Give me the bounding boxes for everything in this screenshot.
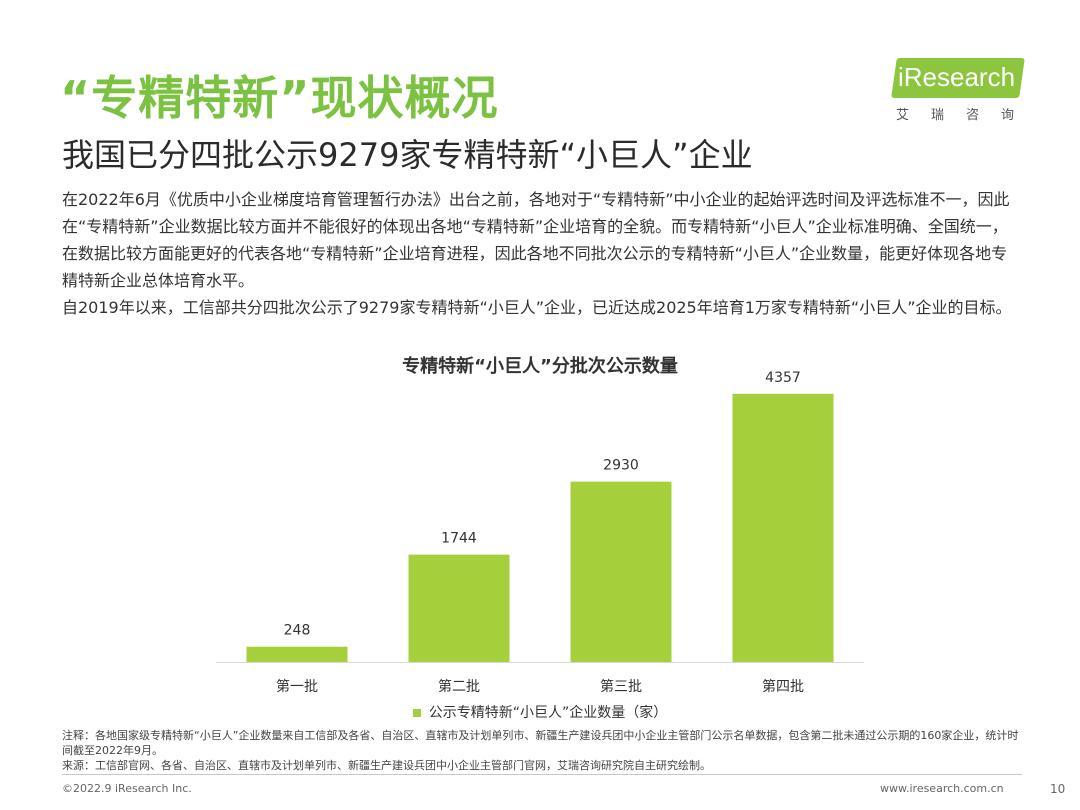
footer-website: www.iresearch.com.cn — [880, 782, 1004, 795]
data-label-2: 1744 — [441, 531, 477, 547]
bar-3 — [570, 481, 672, 662]
x-tick-label-1: 第一批 — [276, 678, 318, 695]
data-label-1: 248 — [284, 623, 311, 639]
bar-1 — [246, 646, 348, 662]
footer-divider — [62, 774, 1022, 775]
logo-text: iResearch — [898, 62, 1016, 92]
iresearch-logo: iResearch 艾瑞咨询 — [891, 58, 1025, 123]
logo-chinese-text: 艾瑞咨询 — [896, 108, 1037, 123]
legend-swatch — [412, 709, 421, 717]
source-text: 来源：工信部官网、各省、自治区、直辖市及计划单列市、新疆生产建设兵团中小企业主管… — [62, 759, 711, 772]
notes: 注释：各地国家级专精特新“小巨人”企业数量来自工信部及各省、自治区、直辖市及计划… — [62, 728, 1022, 773]
x-tick-label-2: 第二批 — [438, 678, 480, 695]
body-paragraph-1: 在2022年6月《优质中小企业梯度培育管理暂行办法》出台之前，各地对于“专精特新… — [62, 190, 1010, 290]
page-number: 10 — [1050, 782, 1066, 796]
page-subtitle: 我国已分四批公示9279家专精特新“小巨人”企业 — [62, 136, 753, 174]
chart-title: 专精特新“小巨人”分批次公示数量 — [402, 356, 678, 377]
data-label-3: 2930 — [603, 458, 639, 474]
bar-4 — [732, 393, 834, 662]
legend-label: 公示专精特新“小巨人”企业数量（家） — [428, 705, 668, 721]
page-title: “专精特新”现状概况 — [60, 71, 499, 125]
body-paragraph-2: 自2019年以来，工信部共分四批次公示了9279家专精特新“小巨人”企业，已近达… — [62, 298, 1012, 317]
chart-legend: 公示专精特新“小巨人”企业数量（家） — [0, 702, 1080, 722]
x-tick-label-4: 第四批 — [762, 678, 804, 695]
body-text: 在2022年6月《优质中小企业梯度培育管理暂行办法》出台之前，各地对于“专精特新… — [62, 186, 1022, 321]
data-label-4: 4357 — [765, 370, 801, 386]
x-tick-label-3: 第三批 — [600, 678, 642, 695]
footer-copyright: ©2022.9 iResearch Inc. — [62, 782, 192, 795]
bar-2 — [408, 554, 510, 662]
note-text: 注释：各地国家级专精特新“小巨人”企业数量来自工信部及各省、自治区、直辖市及计划… — [62, 729, 1019, 757]
